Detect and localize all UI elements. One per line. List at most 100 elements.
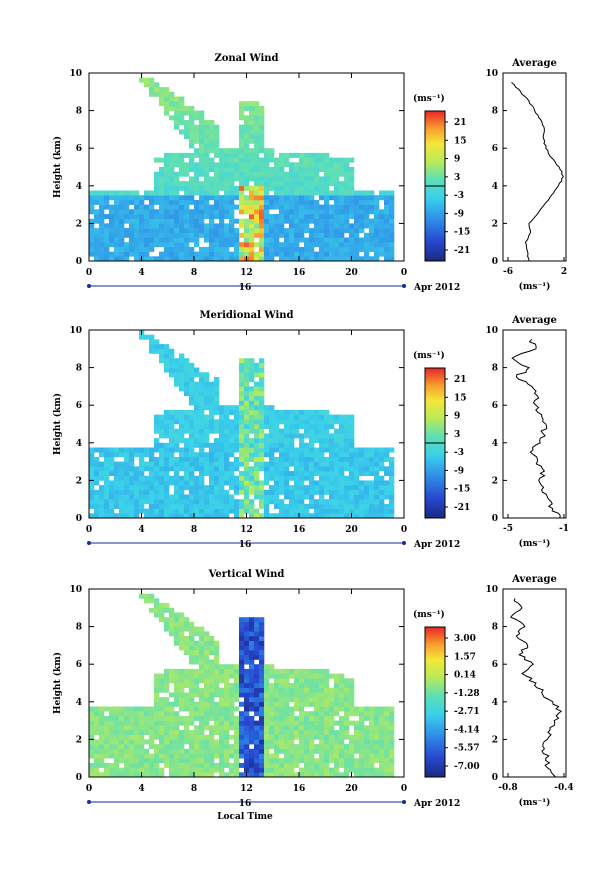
heatmap-cell xyxy=(294,209,300,215)
y-tick-label: 4 xyxy=(76,698,82,708)
heatmap-cell xyxy=(354,256,360,262)
heatmap-cell xyxy=(209,725,215,731)
heatmap-cell xyxy=(384,739,390,745)
heatmap-cell xyxy=(334,739,340,745)
heatmap-cell xyxy=(294,218,300,224)
heatmap-cell xyxy=(329,725,335,731)
heatmap-cell xyxy=(174,101,180,107)
y-tick-label: 6 xyxy=(76,660,82,670)
heatmap-cell xyxy=(214,461,220,467)
heatmap-cell xyxy=(244,762,250,768)
colorbar-tick-label: -15 xyxy=(454,485,470,495)
heatmap-cell xyxy=(194,176,200,182)
heatmap-cell xyxy=(214,143,220,149)
heatmap-cell xyxy=(209,753,215,759)
heatmap-cell xyxy=(249,640,255,646)
heatmap-cell xyxy=(199,377,205,382)
heatmap-cell xyxy=(309,673,315,679)
heatmap-cell xyxy=(289,167,295,172)
heatmap-cell xyxy=(334,190,340,196)
heatmap-cell xyxy=(99,489,105,495)
heatmap-cell xyxy=(254,214,260,219)
heatmap-cell xyxy=(169,167,175,172)
heatmap-cell xyxy=(89,218,95,224)
heatmap-cell xyxy=(309,748,315,754)
heatmap-cell xyxy=(289,256,295,262)
heatmap-cell xyxy=(309,692,315,698)
heatmap-cell xyxy=(349,706,355,712)
heatmap-cell xyxy=(219,697,225,703)
heatmap-cell xyxy=(184,734,190,740)
heatmap-cell xyxy=(174,237,180,243)
heatmap-cell xyxy=(204,485,210,491)
heatmap-cell xyxy=(124,246,130,252)
heatmap-cell xyxy=(234,157,240,163)
heatmap-cell xyxy=(374,461,380,467)
heatmap-cell xyxy=(349,461,355,467)
heatmap-cell xyxy=(184,697,190,703)
heatmap-cell xyxy=(244,237,250,243)
heatmap-cell xyxy=(289,711,295,717)
heatmap-cell xyxy=(284,433,290,439)
heatmap-cell xyxy=(299,734,305,740)
heatmap-cell xyxy=(149,711,155,717)
heatmap-cell xyxy=(179,101,185,107)
heatmap-cell xyxy=(254,730,260,735)
heatmap-cell xyxy=(299,157,305,163)
heatmap-cell xyxy=(179,739,185,745)
heatmap-cell xyxy=(194,748,200,754)
heatmap-cell xyxy=(129,715,135,721)
heatmap-cell xyxy=(324,739,330,745)
heatmap-cell xyxy=(209,195,215,201)
heatmap-cell xyxy=(239,711,245,717)
heatmap-cell xyxy=(124,730,130,735)
heatmap-cell xyxy=(189,381,195,387)
heatmap-cell xyxy=(384,199,390,205)
heatmap-cell xyxy=(194,654,200,660)
heatmap-cell xyxy=(149,223,155,229)
y-tick-label: 0 xyxy=(76,773,82,783)
heatmap-cell xyxy=(304,242,310,248)
heatmap-cell xyxy=(199,739,205,745)
heatmap-cell xyxy=(159,228,165,234)
heatmap-cell xyxy=(334,480,340,486)
heatmap-cell xyxy=(174,381,180,387)
heatmap-cell xyxy=(319,438,325,444)
heatmap-cell xyxy=(244,115,250,121)
heatmap-cell xyxy=(184,129,190,135)
heatmap-cell xyxy=(384,256,390,262)
heatmap-cell xyxy=(204,687,210,693)
heatmap-cell xyxy=(164,683,170,688)
heatmap-cell xyxy=(169,692,175,698)
heatmap-cell xyxy=(159,424,165,429)
heatmap-cell xyxy=(154,508,160,514)
heatmap-cell xyxy=(299,442,305,448)
heatmap-cell xyxy=(179,508,185,514)
heatmap-cell xyxy=(284,195,290,201)
heatmap-cell xyxy=(339,762,345,768)
heatmap-cell xyxy=(244,414,250,420)
heatmap-cell xyxy=(119,218,125,224)
heatmap-cell xyxy=(389,237,395,243)
heatmap-cell xyxy=(119,772,125,778)
heatmap-cell xyxy=(319,218,325,224)
heatmap-cell xyxy=(179,372,185,378)
heatmap-cell xyxy=(234,424,240,429)
heatmap-cell xyxy=(274,442,280,448)
heatmap-cell xyxy=(339,438,345,444)
heatmap-cell xyxy=(259,428,265,434)
heatmap-cell xyxy=(239,251,245,257)
heatmap-cell xyxy=(224,475,230,481)
colorbar-tick-label: 15 xyxy=(454,393,467,403)
heatmap-cell xyxy=(259,209,265,215)
heatmap-cell xyxy=(174,433,180,439)
heatmap-cell xyxy=(119,725,125,731)
heatmap-cell xyxy=(204,664,210,670)
heatmap-cell xyxy=(309,758,315,764)
heatmap-cell xyxy=(254,438,260,444)
heatmap-cell xyxy=(169,758,175,764)
heatmap-cell xyxy=(189,124,195,130)
heatmap-cell xyxy=(179,181,185,187)
heatmap-cell xyxy=(264,433,270,439)
heatmap-cell xyxy=(104,237,110,243)
